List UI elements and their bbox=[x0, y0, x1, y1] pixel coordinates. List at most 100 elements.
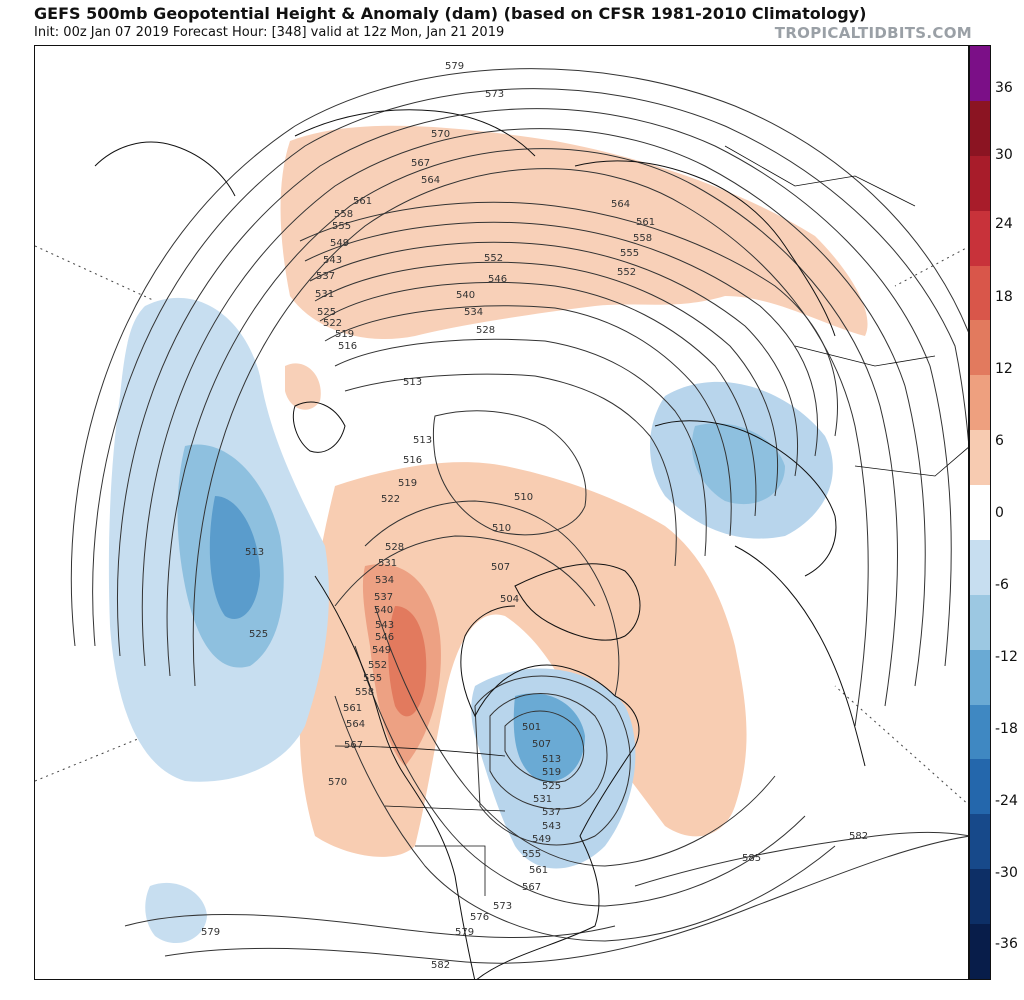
colorbar-tick-label: -36 bbox=[995, 936, 1018, 952]
colorbar-cell bbox=[970, 210, 990, 267]
contour-label: 564 bbox=[346, 719, 365, 730]
contour-label: 540 bbox=[374, 605, 393, 616]
contour-label: 564 bbox=[421, 175, 440, 186]
contour-label: 552 bbox=[368, 660, 387, 671]
contour-label: 573 bbox=[493, 901, 512, 912]
contour-label: 564 bbox=[611, 199, 630, 210]
contour-label: 576 bbox=[470, 912, 489, 923]
contour-label: 525 bbox=[317, 307, 336, 318]
contour-label: 516 bbox=[338, 341, 357, 352]
contour-label: 540 bbox=[456, 290, 475, 301]
colorbar-cell bbox=[970, 46, 990, 102]
colorbar-cell bbox=[970, 594, 990, 651]
colorbar-tick-label: -12 bbox=[995, 649, 1018, 665]
polar-stereographic-map: 579 573 570 567 564 561 558 555 549 543 … bbox=[34, 45, 969, 980]
colorbar-cell bbox=[970, 924, 990, 980]
contour-label: 534 bbox=[375, 575, 394, 586]
contour-label: 525 bbox=[249, 629, 268, 640]
contour-label: 585 bbox=[742, 853, 761, 864]
contour-label: 519 bbox=[398, 478, 417, 489]
colorbar-tick-label: 18 bbox=[995, 289, 1013, 305]
colorbar-tick-label: -6 bbox=[995, 577, 1009, 593]
contour-label: 531 bbox=[378, 558, 397, 569]
anomaly-arctic-asia bbox=[280, 125, 868, 340]
contour-label: 561 bbox=[636, 217, 655, 228]
colorbar-tick-label: 12 bbox=[995, 361, 1013, 377]
colorbar-tick-label: -24 bbox=[995, 793, 1018, 809]
contour-label: 579 bbox=[201, 927, 220, 938]
contour-label: 537 bbox=[374, 592, 393, 603]
colorbar-cell bbox=[970, 649, 990, 706]
contour-label: 555 bbox=[363, 673, 382, 684]
contour-label: 522 bbox=[323, 318, 342, 329]
contour-label: 558 bbox=[633, 233, 652, 244]
contour-label: 528 bbox=[385, 542, 404, 553]
contour-label: 531 bbox=[533, 794, 552, 805]
contour-label: 534 bbox=[464, 307, 483, 318]
contour-label: 582 bbox=[849, 831, 868, 842]
contour-label: 543 bbox=[542, 821, 561, 832]
negative-anomalies bbox=[108, 297, 833, 944]
colorbar-cell bbox=[970, 485, 990, 541]
anomaly-eastern-na-core bbox=[513, 693, 585, 782]
contour-label: 510 bbox=[492, 523, 511, 534]
contour-label: 555 bbox=[620, 248, 639, 259]
contour-label: 510 bbox=[514, 492, 533, 503]
colorbar-cell bbox=[970, 869, 990, 925]
contour-label: 567 bbox=[411, 158, 430, 169]
contour-label: 570 bbox=[431, 129, 450, 140]
chart-title: GEFS 500mb Geopotential Height & Anomaly… bbox=[34, 4, 867, 23]
contour-label: 546 bbox=[375, 632, 394, 643]
contour-label: 552 bbox=[617, 267, 636, 278]
coastlines bbox=[94, 109, 866, 979]
contour-label: 549 bbox=[532, 834, 551, 845]
contour-label: 531 bbox=[315, 289, 334, 300]
colorbar-cell bbox=[970, 375, 990, 431]
contour-label: 579 bbox=[455, 927, 474, 938]
contour-label: 519 bbox=[542, 767, 561, 778]
colorbar-tick-label: 24 bbox=[995, 216, 1013, 232]
contour-label: 507 bbox=[532, 739, 551, 750]
contour-label: 543 bbox=[375, 620, 394, 631]
contour-labels: 579 573 570 567 564 561 558 555 549 543 … bbox=[201, 61, 868, 971]
contour-label: 504 bbox=[500, 594, 519, 605]
anomaly-pacific-peak bbox=[209, 496, 260, 620]
colorbar-cell bbox=[970, 814, 990, 870]
contour-label: 543 bbox=[323, 255, 342, 266]
colorbar-cell bbox=[970, 704, 990, 760]
anomaly-sw-pacific bbox=[145, 882, 207, 944]
contour-label: 570 bbox=[328, 777, 347, 788]
anomaly-peak-west bbox=[388, 606, 427, 717]
contour-label: 555 bbox=[332, 221, 351, 232]
anomaly-small-west bbox=[285, 363, 321, 410]
map-canvas: 579 573 570 567 564 561 558 555 549 543 … bbox=[35, 61, 968, 979]
contour-label: 519 bbox=[335, 329, 354, 340]
anomaly-siberia-core bbox=[691, 423, 785, 505]
contour-label: 513 bbox=[542, 754, 561, 765]
contour-label: 567 bbox=[522, 882, 541, 893]
contour-label: 561 bbox=[529, 865, 548, 876]
colorbar-cell bbox=[970, 320, 990, 376]
contour-label: 582 bbox=[431, 960, 450, 971]
contour-label: 561 bbox=[353, 196, 372, 207]
contour-label: 579 bbox=[445, 61, 464, 72]
colorbar-cell bbox=[970, 539, 990, 596]
contour-label: 513 bbox=[413, 435, 432, 446]
contour-label: 513 bbox=[403, 377, 422, 388]
colorbar-cell bbox=[970, 265, 990, 321]
chart-subtitle: Init: 00z Jan 07 2019 Forecast Hour: [34… bbox=[34, 25, 505, 40]
chart-header: GEFS 500mb Geopotential Height & Anomaly… bbox=[0, 0, 1024, 45]
contour-label: 528 bbox=[476, 325, 495, 336]
colorbar-cell bbox=[970, 100, 990, 157]
contour-label: 573 bbox=[485, 89, 504, 100]
contour-label: 561 bbox=[343, 703, 362, 714]
contour-label: 516 bbox=[403, 455, 422, 466]
colorbar-cell bbox=[970, 759, 990, 815]
contour-label: 546 bbox=[488, 274, 507, 285]
borders bbox=[334, 145, 968, 896]
contour-label: 567 bbox=[344, 740, 363, 751]
contour-label: 522 bbox=[381, 494, 400, 505]
contour-label: 549 bbox=[372, 645, 391, 656]
colorbar-cell bbox=[970, 155, 990, 212]
height-contours bbox=[70, 68, 968, 964]
